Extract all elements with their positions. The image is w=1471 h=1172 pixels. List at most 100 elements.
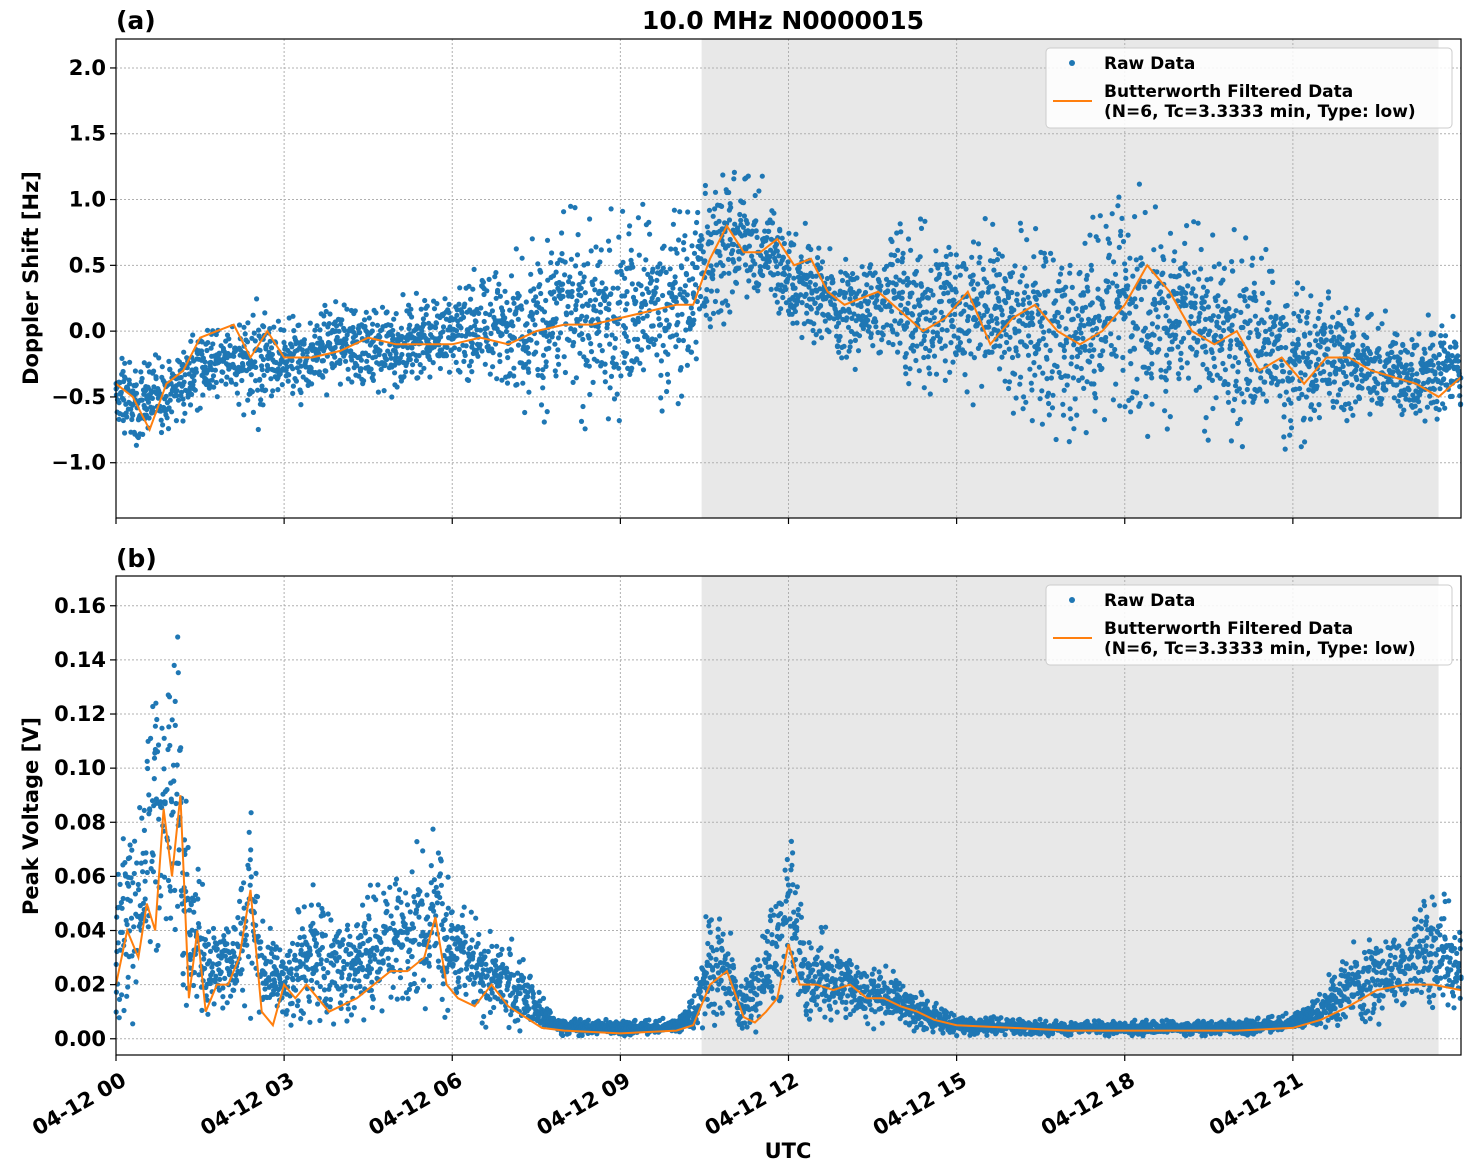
raw-data-point: [766, 228, 772, 234]
raw-data-point: [344, 961, 350, 967]
raw-data-point: [409, 345, 415, 351]
raw-data-point: [175, 634, 181, 640]
raw-data-point: [757, 267, 764, 274]
raw-data-point: [707, 324, 714, 330]
raw-data-point: [899, 295, 905, 301]
raw-data-point: [1196, 276, 1202, 282]
raw-data-point: [451, 345, 458, 351]
raw-data-point: [1197, 310, 1203, 316]
raw-data-point: [1210, 232, 1216, 238]
raw-data-point: [815, 255, 821, 261]
raw-data-point: [290, 383, 296, 389]
raw-data-point: [1359, 385, 1365, 391]
raw-data-point: [141, 827, 147, 834]
raw-data-point: [374, 322, 381, 328]
raw-data-point: [1070, 375, 1076, 381]
raw-data-point: [921, 385, 927, 391]
raw-data-point: [1302, 372, 1308, 378]
raw-data-point: [116, 416, 122, 422]
raw-data-point: [132, 838, 138, 844]
raw-data-point: [629, 365, 635, 371]
raw-data-point: [1397, 356, 1403, 362]
raw-data-point: [1082, 240, 1088, 246]
raw-data-point: [275, 387, 281, 393]
raw-data-point: [533, 294, 539, 300]
raw-data-point: [1132, 296, 1138, 302]
raw-data-point: [1298, 444, 1304, 450]
raw-data-point: [130, 880, 136, 886]
raw-data-point: [244, 942, 250, 948]
raw-data-point: [1146, 279, 1152, 285]
raw-data-point: [1152, 204, 1158, 210]
raw-data-point: [1344, 379, 1350, 386]
raw-data-point: [1304, 320, 1310, 326]
raw-data-point: [435, 850, 441, 856]
raw-data-point: [895, 349, 901, 355]
raw-data-point: [1063, 284, 1069, 290]
raw-data-point: [1417, 408, 1423, 414]
raw-data-point: [126, 883, 132, 889]
raw-data-point: [659, 408, 665, 414]
raw-data-point: [744, 294, 750, 300]
raw-data-point: [375, 882, 381, 888]
raw-data-point: [1299, 308, 1305, 314]
raw-data-point: [370, 321, 376, 327]
raw-data-point: [562, 259, 568, 265]
raw-data-point: [360, 940, 366, 947]
raw-data-point: [314, 323, 320, 329]
raw-data-point: [417, 362, 423, 368]
raw-data-point: [540, 352, 547, 358]
raw-data-point: [139, 397, 145, 403]
raw-data-point: [1205, 437, 1211, 443]
raw-data-point: [369, 1004, 376, 1011]
raw-data-point: [398, 325, 404, 331]
raw-data-point: [1213, 297, 1219, 304]
raw-data-point: [526, 369, 532, 375]
raw-data-point: [1264, 307, 1270, 313]
raw-data-point: [1354, 376, 1360, 383]
raw-data-point: [172, 722, 178, 729]
raw-data-point: [1098, 352, 1104, 359]
raw-data-point: [204, 347, 210, 354]
raw-data-point: [1204, 288, 1210, 295]
raw-data-point: [873, 324, 879, 330]
raw-data-point: [1154, 324, 1161, 330]
raw-data-point: [1182, 240, 1188, 246]
raw-data-point: [564, 312, 570, 318]
raw-data-point: [206, 929, 212, 935]
raw-data-point: [369, 328, 375, 334]
raw-data-point: [531, 286, 537, 292]
raw-data-point: [145, 924, 151, 930]
raw-data-point: [275, 318, 281, 324]
raw-data-point: [1393, 340, 1399, 346]
raw-data-point: [1184, 223, 1190, 229]
raw-data-point: [166, 694, 173, 700]
raw-data-point: [396, 887, 403, 893]
raw-data-point: [242, 331, 248, 337]
raw-data-point: [889, 262, 895, 268]
raw-data-point: [336, 954, 342, 960]
raw-data-point: [1268, 314, 1274, 320]
raw-data-point: [400, 915, 406, 921]
raw-data-point: [487, 301, 494, 307]
raw-data-point: [550, 273, 557, 279]
raw-data-point: [1284, 302, 1290, 309]
raw-data-point: [133, 442, 139, 448]
raw-data-point: [1281, 402, 1288, 408]
raw-data-point: [670, 221, 677, 227]
raw-data-point: [741, 213, 748, 219]
raw-data-point: [173, 418, 179, 424]
raw-data-point: [546, 338, 552, 344]
raw-data-point: [582, 290, 588, 296]
raw-data-point: [158, 893, 164, 899]
raw-data-point: [786, 272, 792, 279]
raw-data-point: [938, 309, 944, 315]
raw-data-point: [1173, 332, 1179, 338]
raw-data-point: [903, 351, 909, 357]
raw-data-point: [277, 947, 283, 953]
raw-data-point: [1308, 293, 1314, 299]
raw-data-point: [127, 842, 133, 848]
raw-data-point: [683, 298, 689, 305]
raw-data-point: [1031, 254, 1037, 260]
raw-data-point: [337, 381, 343, 387]
